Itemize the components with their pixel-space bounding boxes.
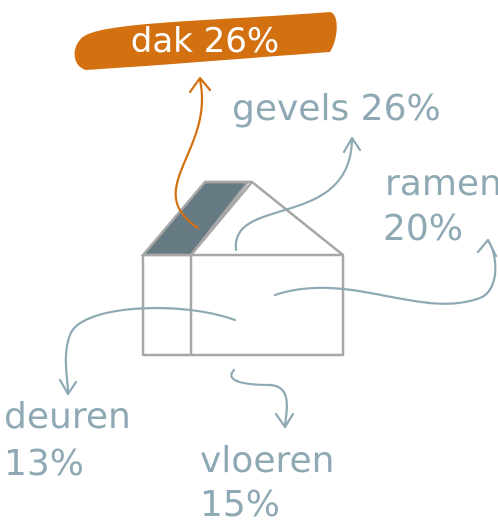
part-name: deuren	[4, 396, 131, 437]
part-share: 26%	[204, 21, 280, 61]
part-share: 13%	[4, 443, 84, 484]
label-dak: dak 26%	[131, 21, 280, 61]
arrows	[60, 78, 496, 427]
part-name: dak	[131, 21, 193, 61]
label-gevels: gevels 26%	[232, 88, 441, 129]
part-share: 15%	[200, 484, 280, 524]
part-name: gevels	[232, 88, 349, 129]
house	[143, 182, 343, 355]
part-share: 20%	[383, 208, 463, 249]
infographic: dak 26% gevels 26% ramen 20% deuren 13% …	[0, 0, 498, 524]
part-name: ramen	[385, 163, 498, 204]
part-share: 26%	[361, 88, 441, 129]
part-name: vloeren	[200, 440, 334, 481]
